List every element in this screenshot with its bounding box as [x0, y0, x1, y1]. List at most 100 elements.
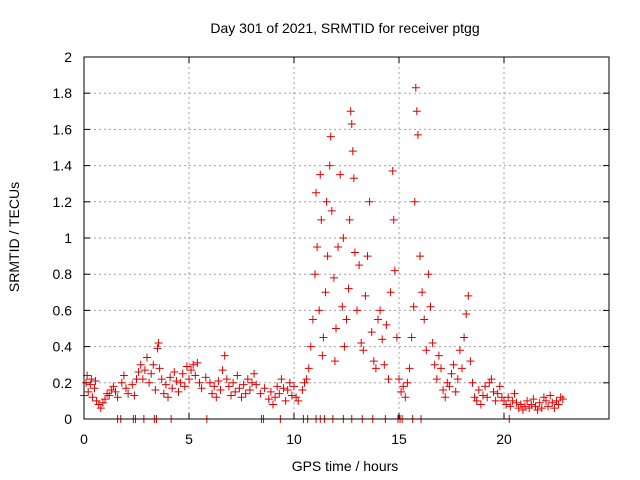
data-point: [91, 376, 100, 385]
data-point: [376, 306, 385, 315]
data-point: [290, 382, 298, 391]
data-point: [481, 382, 490, 391]
data-point: [388, 167, 397, 176]
y-tick-label: 0: [64, 411, 72, 427]
data-point: [332, 324, 340, 333]
data-point: [298, 386, 307, 395]
data-point: [107, 386, 116, 395]
data-point: [153, 344, 162, 353]
data-point: [260, 384, 269, 393]
data-point: [212, 393, 221, 402]
data-point: [161, 380, 170, 389]
data-point: [437, 364, 445, 373]
data-point: [277, 375, 286, 384]
data-point: [336, 170, 345, 179]
data-point: [363, 252, 372, 261]
data-point: [322, 197, 331, 206]
data-point: [412, 107, 421, 116]
data-point: [329, 273, 338, 282]
data-point: [136, 360, 145, 369]
data-point: [86, 380, 95, 389]
data-point: [122, 384, 130, 393]
y-tick-label: 1.8: [53, 85, 73, 101]
data-point: [441, 393, 450, 402]
data-point: [516, 400, 525, 409]
data-point: [466, 357, 475, 366]
data-point: [252, 380, 261, 389]
data-point: [197, 384, 206, 393]
data-point: [306, 342, 315, 351]
data-point: [359, 346, 368, 355]
data-point: [323, 252, 332, 261]
data-point: [347, 119, 356, 128]
data-point: [470, 393, 479, 402]
data-point: [311, 270, 319, 279]
data-point: [367, 328, 376, 337]
data-point: [487, 375, 496, 384]
data-point: [554, 400, 563, 409]
data-point: [250, 369, 259, 378]
data-point: [271, 393, 280, 402]
data-point: [445, 382, 454, 391]
data-point: [168, 384, 177, 393]
data-point: [542, 396, 550, 405]
data-point: [411, 83, 420, 92]
data-point: [342, 315, 351, 324]
data-point: [397, 387, 406, 396]
data-point: [96, 404, 105, 413]
data-point: [434, 351, 443, 360]
data-point: [119, 371, 128, 380]
data-point: [201, 373, 210, 382]
data-point: [533, 405, 542, 414]
data-point: [523, 396, 532, 405]
data-point: [443, 378, 452, 387]
data-point: [117, 378, 126, 387]
data-point: [275, 389, 284, 398]
data-point: [143, 353, 151, 362]
data-point: [455, 346, 464, 355]
data-point: [134, 367, 143, 376]
data-point: [313, 243, 322, 252]
data-point: [185, 375, 193, 384]
x-tick-label: 20: [496, 431, 512, 447]
data-point: [382, 320, 391, 329]
data-point: [245, 386, 254, 395]
data-point: [378, 335, 387, 344]
data-point: [149, 360, 158, 369]
data-point: [426, 302, 435, 311]
data-point: [479, 391, 487, 400]
data-point: [401, 393, 410, 402]
data-point: [544, 402, 553, 411]
data-point: [279, 384, 288, 393]
data-point: [344, 284, 353, 293]
data-point: [392, 333, 401, 342]
data-point: [166, 373, 175, 382]
data-point: [548, 398, 557, 407]
y-axis-label: SRMTID / TECUs: [6, 182, 22, 292]
data-point: [346, 107, 355, 116]
x-tick-label: 5: [185, 431, 193, 447]
data-point: [409, 302, 418, 311]
data-point: [227, 391, 235, 400]
data-point: [145, 378, 154, 387]
data-point: [384, 375, 393, 384]
data-point: [206, 378, 214, 387]
data-point: [386, 288, 395, 297]
y-tick-label: 1.6: [53, 121, 73, 137]
data-point: [312, 188, 321, 197]
data-point: [273, 382, 282, 391]
data-point: [319, 333, 328, 342]
data-point: [239, 380, 248, 389]
data-point: [128, 380, 137, 389]
data-point: [389, 215, 398, 224]
data-point: [371, 364, 380, 373]
y-tick-label: 1.2: [53, 194, 73, 210]
data-point: [304, 364, 313, 373]
data-point: [506, 402, 515, 411]
data-point: [172, 376, 181, 385]
data-point: [405, 364, 414, 373]
data-point: [87, 375, 96, 384]
data-point: [241, 389, 250, 398]
data-point: [539, 393, 548, 402]
data-point: [302, 375, 311, 384]
